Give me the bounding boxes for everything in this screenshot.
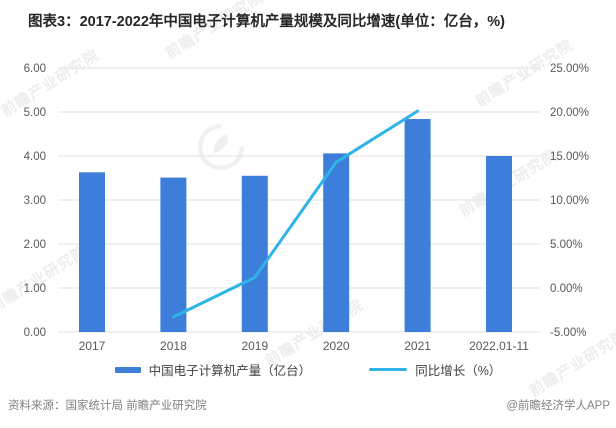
left-axis-tick: 5.00: [24, 107, 46, 119]
right-axis-tick: 10.00%: [550, 195, 589, 207]
bar-2019: [241, 175, 268, 332]
left-axis-tick: 1.00: [24, 283, 46, 295]
right-axis-tick: 20.00%: [550, 107, 589, 119]
axis-tick-labels: 0.00 1.00 2.00 3.00 4.00 5.00 6.00 -5.00% 0.00% 5…: [24, 63, 589, 339]
left-axis-tick: 0.00: [24, 327, 46, 339]
source-text: 资料来源：国家统计局 前瞻产业研究院: [8, 400, 207, 412]
legend: 中国电子计算机产量（亿台） 同比增长（%）: [0, 360, 616, 379]
left-axis-tick: 6.00: [24, 63, 46, 75]
bar-series: [79, 119, 512, 332]
legend-label-growth: 同比增长（%）: [415, 364, 502, 378]
left-axis-tick: 4.00: [24, 151, 46, 163]
x-axis-labels: 2017 2018 2019 2020 2021 2022.01-11: [79, 339, 530, 353]
footer: 资料来源：国家统计局 前瞻产业研究院 @前瞻经济学人APP: [8, 397, 610, 413]
bar-2017: [79, 172, 105, 332]
right-axis-tick: 25.00%: [550, 63, 589, 75]
left-axis-tick: 3.00: [24, 195, 46, 207]
gridlines: [58, 67, 540, 333]
legend-line-swatch-icon: [369, 368, 408, 371]
bar-2018: [160, 177, 187, 332]
right-axis-tick: 0.00%: [550, 283, 583, 295]
x-label-2022.01-11: 2022.01-11: [469, 339, 529, 353]
legend-item-growth: 同比增长（%）: [369, 360, 501, 379]
left-axis-tick: 2.00: [24, 239, 46, 251]
credit-text: @前瞻经济学人APP: [506, 400, 610, 412]
bar-2020: [323, 153, 350, 332]
right-axis-tick: 15.00%: [550, 151, 589, 163]
x-label-2018: 2018: [160, 339, 187, 353]
bar-2022.01-11: [486, 156, 512, 332]
chart-title: 图表3：2017-2022年中国电子计算机产量规模及同比增速(单位：亿台，%): [28, 14, 505, 30]
growth-line: [171, 109, 420, 319]
x-label-2021: 2021: [404, 339, 431, 353]
x-label-2017: 2017: [79, 339, 106, 353]
right-axis-tick: 5.00%: [550, 239, 583, 251]
x-label-2019: 2019: [241, 339, 268, 353]
legend-item-production: 中国电子计算机产量（亿台）: [114, 360, 312, 379]
legend-label-production: 中国电子计算机产量（亿台）: [148, 364, 312, 378]
bar-2021: [404, 119, 431, 332]
x-label-2020: 2020: [323, 339, 350, 353]
right-axis-tick: -5.00%: [550, 327, 586, 339]
legend-bar-swatch-icon: [114, 366, 141, 373]
